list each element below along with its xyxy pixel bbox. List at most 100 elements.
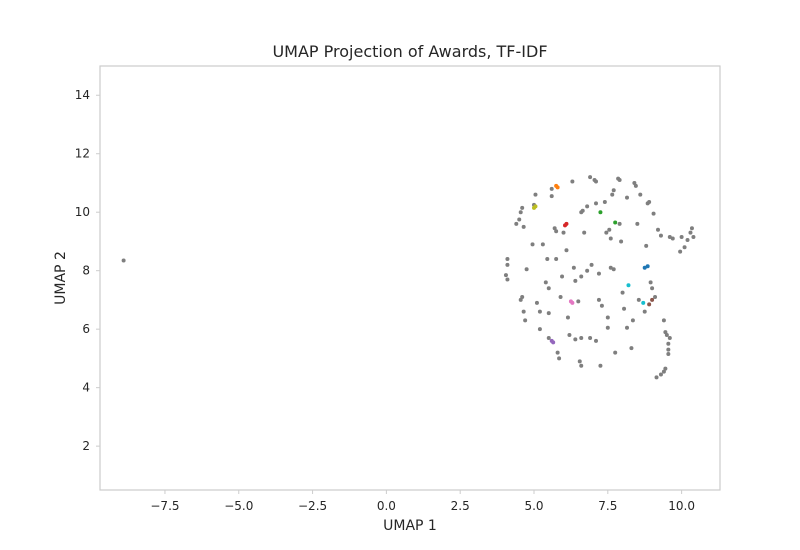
scatter-point bbox=[549, 186, 554, 191]
x-tick-label: 2.5 bbox=[451, 499, 470, 513]
scatter-point bbox=[573, 337, 578, 342]
scatter-point bbox=[503, 273, 508, 278]
scatter-point bbox=[633, 183, 638, 188]
scatter-point bbox=[514, 221, 519, 226]
scatter-point bbox=[658, 372, 663, 377]
scatter-point bbox=[598, 210, 603, 215]
scatter-point bbox=[679, 235, 684, 240]
scatter-point bbox=[611, 267, 616, 272]
scatter-point bbox=[588, 175, 593, 180]
scatter-point bbox=[667, 235, 672, 240]
scatter-point bbox=[560, 274, 565, 279]
x-tick-label: 5.0 bbox=[524, 499, 543, 513]
scatter-point bbox=[599, 303, 604, 308]
scatter-point bbox=[505, 256, 510, 261]
scatter-point bbox=[648, 280, 653, 285]
scatter-point bbox=[641, 300, 646, 305]
scatter-points bbox=[121, 175, 696, 380]
scatter-point bbox=[625, 195, 629, 200]
scatter-point bbox=[520, 205, 525, 210]
scatter-point bbox=[577, 359, 582, 364]
scatter-point bbox=[546, 335, 551, 340]
plot-frame bbox=[99, 65, 721, 491]
scatter-point bbox=[611, 188, 616, 193]
scatter-point bbox=[571, 265, 576, 270]
scatter-point bbox=[554, 229, 559, 234]
scatter-point bbox=[521, 224, 526, 229]
scatter-point bbox=[610, 192, 615, 197]
scatter-point bbox=[654, 375, 659, 380]
scatter-point bbox=[543, 280, 548, 285]
scatter-point bbox=[629, 346, 634, 351]
scatter-point bbox=[555, 185, 560, 190]
scatter-point bbox=[656, 227, 660, 232]
scatter-point bbox=[555, 350, 560, 355]
scatter-point bbox=[670, 236, 675, 241]
scatter-point bbox=[661, 318, 666, 323]
scatter-point bbox=[617, 178, 622, 183]
scatter-point bbox=[588, 335, 593, 340]
scatter-point bbox=[666, 347, 671, 352]
scatter-point bbox=[620, 290, 625, 295]
scatter-point bbox=[582, 230, 587, 235]
scatter-point bbox=[580, 208, 585, 213]
scatter-point bbox=[636, 297, 641, 302]
scatter-point bbox=[602, 199, 607, 204]
y-tick-label: 8 bbox=[82, 264, 90, 278]
scatter-point bbox=[619, 239, 624, 244]
scatter-point bbox=[666, 341, 671, 346]
scatter-point bbox=[604, 230, 609, 235]
y-tick-label: 12 bbox=[75, 147, 90, 161]
scatter-point bbox=[688, 230, 693, 235]
scatter-point bbox=[658, 233, 663, 238]
scatter-point bbox=[625, 325, 629, 330]
scatter-point bbox=[613, 220, 618, 225]
scatter-point bbox=[518, 210, 523, 215]
scatter-point bbox=[689, 226, 694, 231]
x-axis-label: UMAP 1 bbox=[383, 518, 437, 534]
scatter-point bbox=[579, 363, 584, 368]
y-tick-label: 4 bbox=[82, 381, 90, 395]
scatter-point bbox=[524, 267, 529, 272]
scatter-point bbox=[564, 221, 569, 226]
scatter-point bbox=[551, 340, 556, 345]
scatter-point bbox=[678, 249, 683, 254]
scatter-point bbox=[644, 243, 649, 248]
y-tick-label: 6 bbox=[82, 322, 90, 336]
scatter-point bbox=[596, 271, 601, 276]
scatter-point bbox=[533, 204, 538, 209]
scatter-point bbox=[666, 352, 671, 357]
scatter-point bbox=[533, 192, 538, 197]
scatter-point bbox=[576, 299, 581, 304]
scatter-point bbox=[594, 338, 598, 343]
scatter-point bbox=[537, 327, 542, 332]
scatter-point bbox=[523, 318, 528, 323]
x-tick-label: 10.0 bbox=[668, 499, 695, 513]
scatter-point bbox=[521, 309, 526, 314]
scatter-point bbox=[630, 318, 635, 323]
scatter-point bbox=[505, 277, 510, 282]
scatter-point bbox=[585, 204, 590, 209]
scatter-point bbox=[558, 295, 563, 300]
scatter-point bbox=[608, 265, 613, 270]
scatter-point bbox=[613, 350, 618, 355]
scatter-point bbox=[605, 315, 610, 320]
scatter-point bbox=[579, 335, 584, 340]
scatter-point bbox=[564, 248, 569, 253]
y-axis-ticks: 2 4 6 8 10 12 14 bbox=[75, 88, 100, 453]
scatter-point bbox=[545, 256, 550, 261]
scatter-point bbox=[537, 309, 542, 314]
scatter-point bbox=[594, 179, 598, 184]
scatter-point bbox=[573, 278, 578, 283]
x-tick-label: −2.5 bbox=[298, 499, 327, 513]
scatter-point bbox=[608, 236, 613, 241]
scatter-point bbox=[638, 192, 643, 197]
scatter-point bbox=[607, 227, 612, 232]
scatter-point bbox=[530, 242, 535, 247]
scatter-point bbox=[505, 262, 510, 267]
scatter-point bbox=[663, 366, 668, 371]
scatter-point bbox=[579, 274, 584, 279]
x-tick-label: −7.5 bbox=[150, 499, 179, 513]
